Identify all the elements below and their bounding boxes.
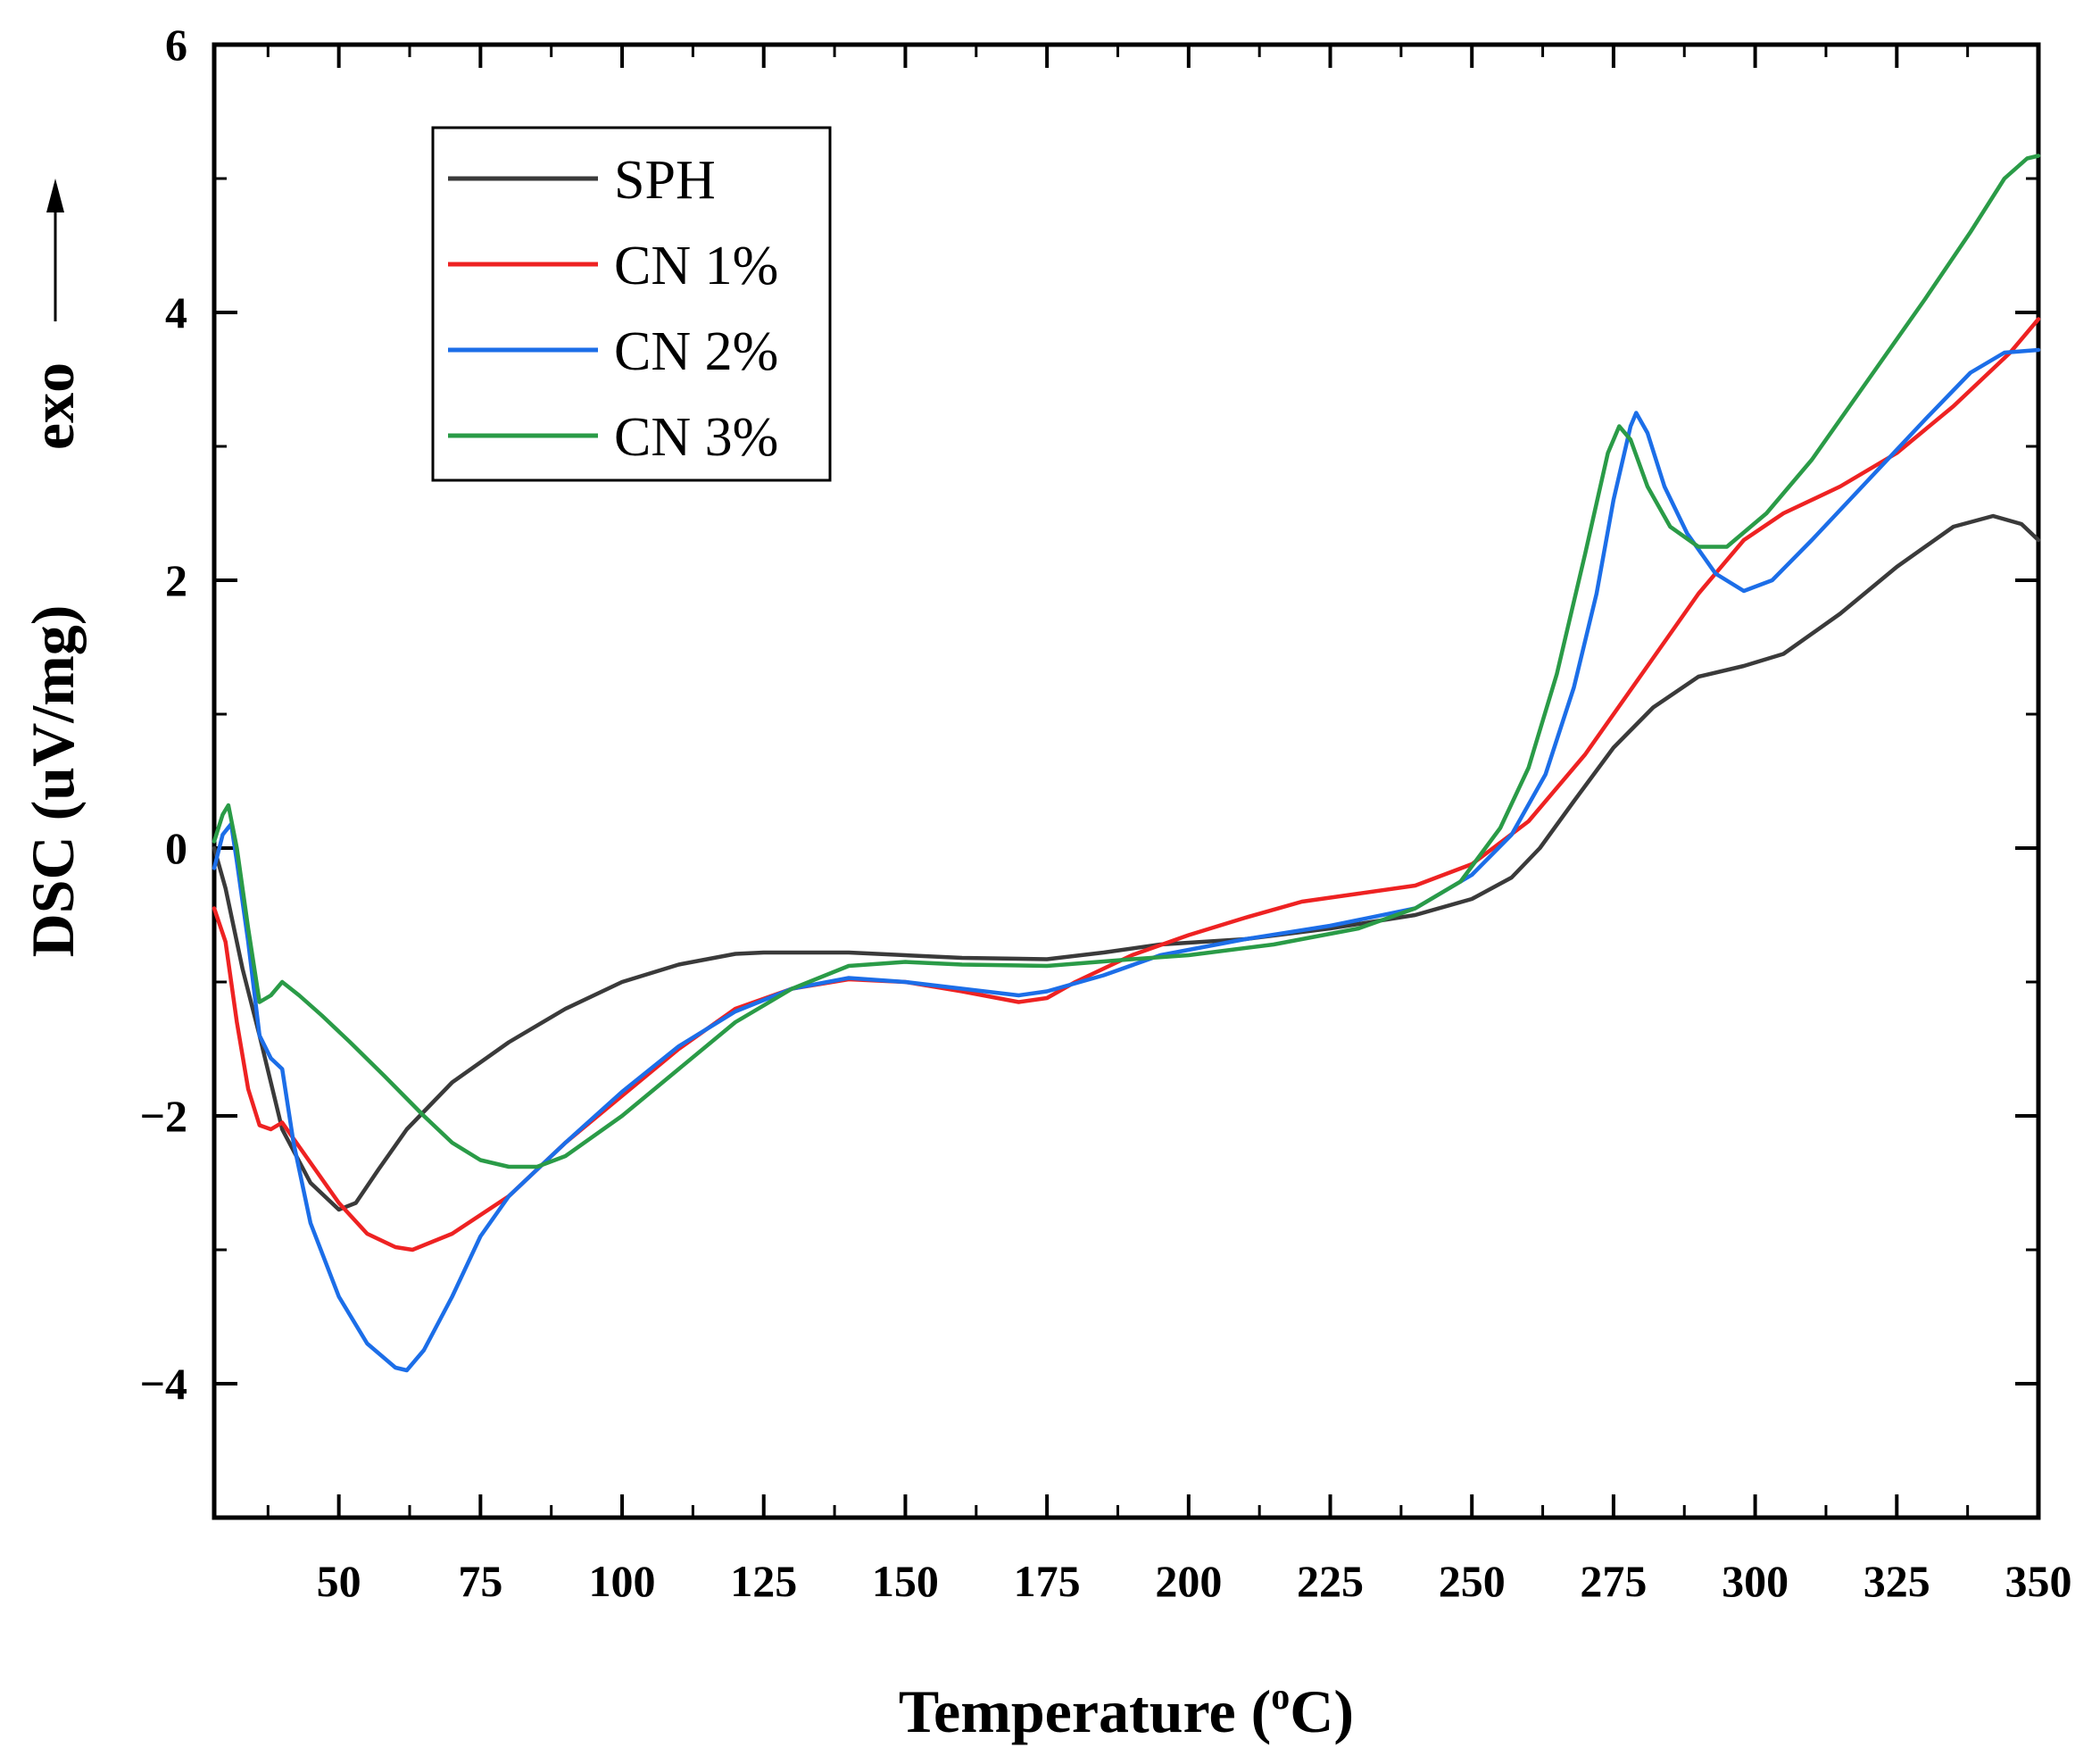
x-tick-label: 100 (589, 1556, 656, 1606)
legend-box (431, 126, 832, 482)
x-tick-label: 200 (1155, 1556, 1222, 1606)
x-tick-label: 350 (2005, 1556, 2072, 1606)
legend-label: CN 1% (614, 236, 778, 296)
x-tick-label: 150 (872, 1556, 939, 1606)
series-line-cn-1 (212, 317, 2041, 1252)
x-axis-title-unit: C) (1290, 1677, 1354, 1745)
series-line-cn-3 (212, 154, 2041, 1169)
y-tick-label: −4 (140, 1359, 188, 1409)
x-tick-label: 325 (1863, 1556, 1930, 1606)
x-axis-title-degree: o (1271, 1677, 1290, 1718)
y-tick-label: 4 (165, 287, 187, 337)
exo-label: exo (19, 362, 87, 450)
x-axis-title-main: Temperature ( (899, 1677, 1271, 1745)
y-tick-label: 0 (165, 823, 187, 873)
plot-frame (212, 42, 2041, 1520)
legend-label: CN 2% (614, 321, 778, 382)
series-lines (212, 154, 2041, 1373)
x-tick-label: 225 (1297, 1556, 1364, 1606)
x-tick-label: 250 (1439, 1556, 1506, 1606)
x-tick-label: 300 (1722, 1556, 1789, 1606)
y-tick-label: −2 (140, 1091, 188, 1141)
exo-arrow (46, 179, 64, 321)
x-tick-label: 50 (317, 1556, 361, 1606)
legend-label: CN 3% (614, 407, 778, 468)
y-tick-label: 6 (165, 20, 187, 70)
x-tick-label: 125 (730, 1556, 797, 1606)
y-tick-label: 2 (165, 555, 187, 605)
y-axis-title: DSC (uV/mg) (19, 605, 87, 958)
legend: SPH CN 1% CN 2% CN 3% (431, 126, 832, 482)
x-axis-ticks: 50 75 100 125 150 175 200 225 250 275 300 325 350 (266, 45, 2072, 1606)
x-tick-label: 75 (458, 1556, 502, 1606)
x-axis-title: Temperature (oC) (899, 1677, 1354, 1745)
legend-label: SPH (614, 150, 716, 211)
x-tick-label: 175 (1014, 1556, 1081, 1606)
x-tick-label: 275 (1580, 1556, 1647, 1606)
series-line-sph (212, 513, 2041, 1212)
